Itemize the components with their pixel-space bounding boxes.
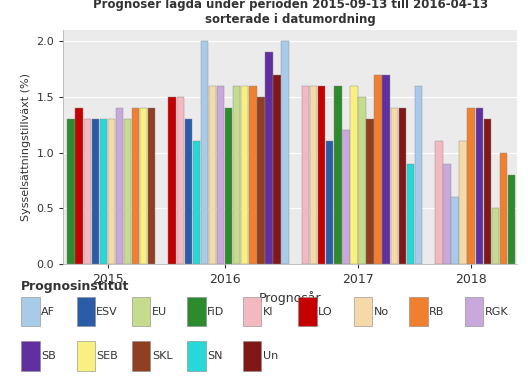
Text: SN: SN — [207, 351, 223, 361]
FancyBboxPatch shape — [409, 297, 428, 326]
X-axis label: Prognosår: Prognosår — [259, 291, 322, 305]
FancyBboxPatch shape — [243, 341, 261, 371]
Bar — [350, 86, 357, 264]
Text: RGK: RGK — [485, 307, 508, 317]
Bar — [484, 119, 491, 264]
Y-axis label: Sysselsättningstillväxt (%): Sysselsättningstillväxt (%) — [21, 73, 31, 221]
Text: Prognosinstitut: Prognosinstitut — [21, 280, 129, 293]
Bar — [342, 130, 350, 264]
Bar — [168, 97, 176, 264]
Text: ESV: ESV — [96, 307, 118, 317]
Bar — [366, 119, 374, 264]
Bar — [217, 86, 224, 264]
FancyBboxPatch shape — [298, 297, 317, 326]
Bar — [310, 86, 317, 264]
Bar — [281, 41, 289, 264]
Bar — [140, 108, 147, 264]
Text: SB: SB — [41, 351, 55, 361]
Bar — [407, 164, 414, 264]
FancyBboxPatch shape — [132, 297, 150, 326]
Bar — [451, 197, 459, 264]
Bar — [176, 97, 184, 264]
Bar — [414, 86, 422, 264]
Text: EU: EU — [152, 307, 167, 317]
Text: RB: RB — [429, 307, 445, 317]
Bar — [374, 75, 382, 264]
Bar — [334, 86, 342, 264]
Bar — [467, 108, 475, 264]
Text: KI: KI — [262, 307, 273, 317]
Bar — [100, 119, 107, 264]
FancyBboxPatch shape — [243, 297, 261, 326]
Text: SEB: SEB — [96, 351, 118, 361]
Bar — [124, 119, 131, 264]
Bar — [359, 97, 366, 264]
Bar — [318, 86, 325, 264]
Bar — [225, 108, 232, 264]
Text: FiD: FiD — [207, 307, 224, 317]
FancyBboxPatch shape — [354, 297, 372, 326]
Bar — [435, 141, 442, 264]
Bar — [302, 86, 309, 264]
Bar — [326, 141, 334, 264]
Bar — [209, 86, 216, 264]
Bar — [382, 75, 390, 264]
Text: AF: AF — [41, 307, 55, 317]
FancyBboxPatch shape — [77, 341, 95, 371]
Title: Sysselsättningstillväxt 2015 till 2018, procent från föregående år
Prognoser lag: Sysselsättningstillväxt 2015 till 2018, … — [72, 0, 508, 26]
FancyBboxPatch shape — [132, 341, 150, 371]
Bar — [274, 75, 281, 264]
Bar — [241, 86, 249, 264]
Bar — [193, 141, 200, 264]
FancyBboxPatch shape — [465, 297, 483, 326]
Bar — [444, 164, 451, 264]
Bar — [476, 108, 483, 264]
Bar — [201, 41, 208, 264]
Bar — [148, 108, 155, 264]
Bar — [108, 119, 115, 264]
Bar — [391, 108, 398, 264]
Bar — [83, 119, 91, 264]
FancyBboxPatch shape — [187, 341, 206, 371]
Bar — [91, 119, 99, 264]
Bar — [132, 108, 139, 264]
Text: SKL: SKL — [152, 351, 173, 361]
Text: LO: LO — [318, 307, 333, 317]
Bar — [185, 119, 192, 264]
FancyBboxPatch shape — [187, 297, 206, 326]
Text: Un: Un — [262, 351, 278, 361]
Bar — [76, 108, 83, 264]
Bar — [233, 86, 240, 264]
Bar — [265, 52, 272, 264]
FancyBboxPatch shape — [21, 341, 40, 371]
Bar — [492, 208, 499, 264]
Bar — [459, 141, 467, 264]
Bar — [499, 153, 507, 264]
FancyBboxPatch shape — [21, 297, 40, 326]
Bar — [257, 97, 265, 264]
Bar — [116, 108, 123, 264]
FancyBboxPatch shape — [77, 297, 95, 326]
Bar — [249, 86, 257, 264]
Bar — [508, 175, 515, 264]
Bar — [68, 119, 75, 264]
Text: No: No — [374, 307, 389, 317]
Bar — [399, 108, 406, 264]
